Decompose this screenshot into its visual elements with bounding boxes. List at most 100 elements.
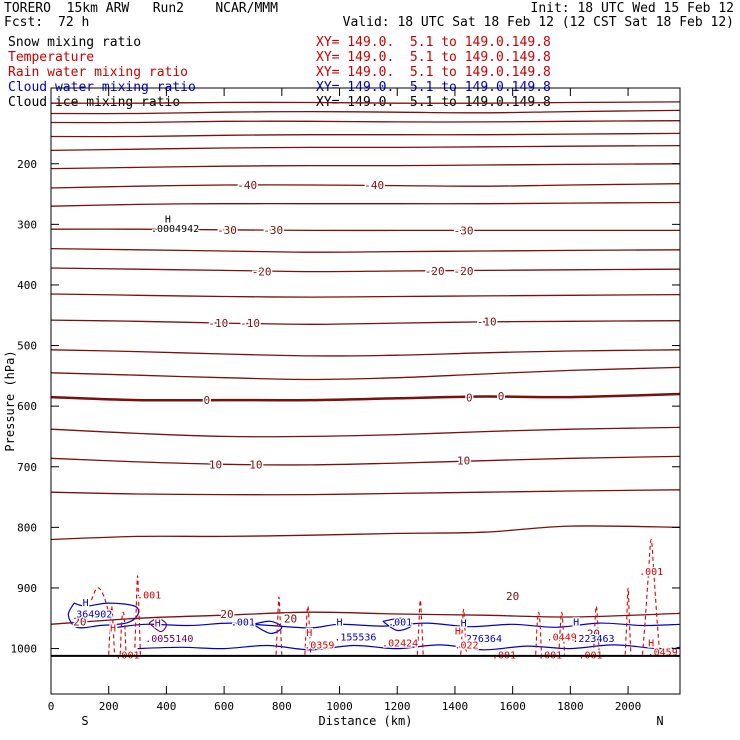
y-tick-label-200: 200	[17, 158, 37, 171]
x-tick-label-1400: 1400	[442, 700, 469, 713]
annotation-rain-21: .0449	[547, 632, 577, 643]
x-tick-label-0: 0	[48, 700, 55, 713]
temperature-label-10: -10	[477, 315, 497, 328]
temperature-contour-11	[50, 293, 681, 298]
temperature-contour-20	[50, 611, 681, 625]
plot-frame	[50, 87, 681, 695]
legend-temperature-xy: XY= 149.0. 5.1 to 149.0.149.8	[316, 50, 551, 65]
temperature-contour-0	[50, 101, 681, 104]
temperature-contour-15	[50, 392, 681, 402]
annotation-cloud-water-23: .223463	[572, 634, 614, 645]
temperature-label-14: 10	[209, 458, 222, 471]
rain-contour-6	[460, 608, 468, 655]
temperature-label-12: 0	[466, 392, 473, 405]
valid-time: Valid: 18 UTC Sat 18 Feb 12 (12 CST Sat …	[342, 15, 734, 30]
endpoint-south: S	[81, 714, 88, 728]
annotation-cloud-water-9: .001	[231, 617, 255, 628]
cloud-ice-contours	[148, 617, 167, 633]
temperature-label-1: -40	[364, 179, 384, 192]
annotation-rain-26: .001	[639, 567, 663, 578]
temperature-label-18: 20	[220, 608, 233, 621]
annotation-rain-15: .02424	[382, 638, 418, 649]
annotation-rain-28: .0459	[648, 648, 678, 659]
y-axis-label: Pressure (hPa)	[3, 350, 17, 451]
temperature-label-4: -30	[454, 224, 474, 237]
annotation-cloud-water-2: H	[83, 598, 89, 609]
cloud-water-contour-1	[117, 622, 681, 629]
x-axis-label: Distance (km)	[319, 714, 413, 728]
x-tick-label-1600: 1600	[499, 700, 526, 713]
annotation-cloud-water-14: .001	[388, 617, 412, 628]
legend-cloud-ice-name: Cloud ice mixing ratio	[8, 95, 181, 110]
annotation-cloud-water-22: H	[573, 617, 579, 628]
rain-contour-11	[641, 538, 661, 655]
annotation-cloud-water-13: .155536	[334, 632, 376, 643]
annotation-snow-1: .0004942	[151, 224, 199, 235]
annotation-cloud-water-3: 364902	[76, 609, 112, 620]
temperature-label-21: 20	[587, 627, 600, 640]
forecast-hours: 72 h	[58, 15, 90, 30]
x-tick-label-1200: 1200	[384, 700, 411, 713]
annotation-rain-10: H	[306, 628, 312, 639]
temperature-label-13: 0	[498, 390, 505, 403]
temperature-contour-13	[50, 349, 681, 357]
rain-contour-2	[134, 575, 141, 655]
annotation-rain-19: H	[455, 626, 461, 637]
forecast-label: Fcst:	[4, 15, 44, 30]
x-tick-label-800: 800	[272, 700, 292, 713]
annotation-rain-18: .022	[454, 640, 478, 651]
endpoint-north: N	[656, 714, 663, 728]
temperature-label-8: -10	[208, 317, 228, 330]
legend-rain-xy: XY= 149.0. 5.1 to 149.0.149.8	[316, 65, 551, 80]
annotation-cloud-water-16: H	[461, 618, 467, 629]
x-tick-label-200: 200	[99, 700, 119, 713]
temperature-contour-4	[50, 144, 681, 152]
temperature-contour-17	[50, 455, 681, 466]
annotation-rain-5: .001	[137, 591, 161, 602]
cloud-water-contour-2	[137, 644, 681, 651]
temperature-contour-12	[50, 319, 681, 325]
temperature-label-3: -30	[263, 224, 283, 237]
y-tick-label-300: 300	[17, 218, 37, 231]
temperature-label-11: 0	[203, 394, 210, 407]
x-tick-label-600: 600	[214, 700, 234, 713]
y-tick-label-500: 500	[17, 340, 37, 353]
model-title: TORERO 15km ARW Run2 NCAR/MMM	[4, 1, 278, 16]
annotation-rain-4: H	[110, 623, 116, 634]
temperature-label-19: 20	[284, 612, 297, 625]
temperature-label-15: 10	[249, 458, 262, 471]
annotation-cloud-water-12: H	[337, 617, 343, 628]
legend-rain-name: Rain water mixing ratio	[8, 65, 189, 80]
temperature-contours	[50, 101, 681, 625]
temperature-contour-10	[50, 267, 681, 273]
rain-contour-10	[624, 587, 632, 655]
rain-contour-12	[90, 587, 110, 613]
rain-contour-7	[535, 611, 543, 655]
cloud-water-contour-4	[382, 617, 413, 632]
rain-contour-4	[304, 605, 312, 655]
cloud-ice-contour-0	[148, 617, 167, 633]
rain-contour-8	[558, 611, 566, 655]
annotation-snow-0: H	[165, 214, 171, 225]
legend-temperature-name: Temperature	[8, 50, 95, 65]
annotation-rain-27: H	[648, 638, 654, 649]
temperature-label-16: 10	[457, 455, 470, 468]
legend-snow-name: Snow mixing ratio	[8, 35, 142, 50]
temperature-label-17: 20	[73, 615, 86, 628]
y-tick-label-1000: 1000	[11, 643, 38, 656]
temperature-contour-18	[50, 489, 681, 496]
y-tick-label-700: 700	[17, 461, 37, 474]
temperature-contour-2	[50, 120, 681, 124]
y-tick-label-600: 600	[17, 400, 37, 413]
temperature-contour-14	[50, 366, 681, 381]
temperature-label-20: 20	[506, 590, 519, 603]
x-tick-label-1000: 1000	[326, 700, 353, 713]
annotation-cloud-ice-8: .0055140	[145, 634, 193, 645]
annotation-cloud-ice-7: H	[155, 618, 161, 629]
annotation-rain-11: .0359	[304, 640, 334, 651]
temperature-contour-7	[50, 201, 681, 207]
temperature-label-0: -40	[237, 179, 257, 192]
temperature-contour-3	[50, 132, 681, 138]
y-tick-label-800: 800	[17, 521, 37, 534]
cloud-water-contour-0	[67, 602, 140, 629]
